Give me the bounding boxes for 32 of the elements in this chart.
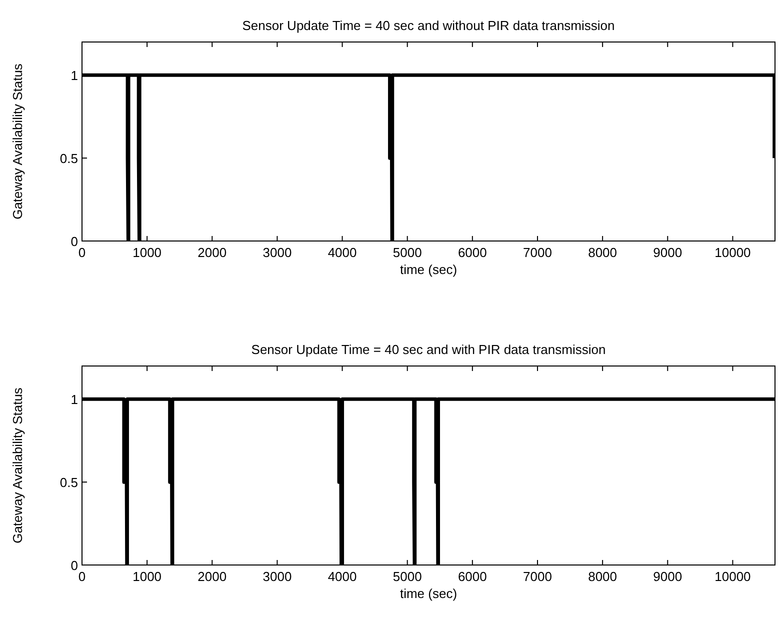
y-axis-title: Gateway Availability Status bbox=[10, 387, 25, 544]
x-tick-label: 5000 bbox=[392, 569, 422, 584]
x-tick-label: 9000 bbox=[653, 245, 682, 260]
y-tick-label: 0 bbox=[70, 558, 78, 573]
x-tick-label: 6000 bbox=[458, 245, 487, 260]
x-tick-label: 8000 bbox=[588, 245, 618, 260]
x-axis-title: time (sec) bbox=[400, 262, 458, 277]
y-tick-label: 0 bbox=[70, 234, 78, 249]
x-tick-label: 10000 bbox=[714, 569, 751, 584]
x-tick-label: 3000 bbox=[262, 245, 292, 260]
x-tick-label: 2000 bbox=[198, 569, 227, 584]
x-tick-label: 4000 bbox=[328, 569, 357, 584]
y-tick-label: 1 bbox=[70, 68, 78, 84]
x-tick-label: 10000 bbox=[714, 245, 751, 260]
y-tick-label: 0.5 bbox=[60, 151, 78, 166]
y-tick-label: 0.5 bbox=[60, 475, 78, 490]
x-tick-label: 3000 bbox=[262, 569, 292, 584]
y-axis-title: Gateway Availability Status bbox=[10, 63, 25, 220]
x-tick-label: 6000 bbox=[458, 569, 487, 584]
x-tick-label: 1000 bbox=[132, 245, 162, 260]
x-tick-label: 8000 bbox=[588, 569, 618, 584]
x-tick-label: 1000 bbox=[132, 569, 162, 584]
chart-title: Sensor Update Time = 40 sec and without PIR data transmission bbox=[242, 18, 615, 33]
x-tick-label: 9000 bbox=[653, 569, 682, 584]
x-tick-label: 5000 bbox=[392, 245, 422, 260]
x-axis-title: time (sec) bbox=[400, 586, 458, 601]
chart-title: Sensor Update Time = 40 sec and with PIR data transmission bbox=[251, 342, 606, 357]
x-tick-label: 7000 bbox=[523, 245, 552, 260]
x-tick-label: 2000 bbox=[198, 245, 227, 260]
x-tick-label: 7000 bbox=[523, 569, 552, 584]
y-tick-label: 1 bbox=[70, 392, 78, 408]
x-tick-label: 4000 bbox=[328, 245, 357, 260]
